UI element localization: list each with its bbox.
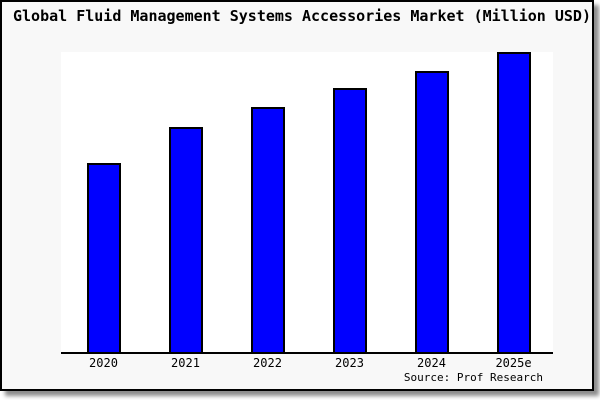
x-tick-label-2022: 2022 (253, 356, 282, 370)
bar-2022 (250, 107, 285, 352)
source-note: Source: Prof Research (403, 371, 543, 384)
x-tick-label-2024: 2024 (417, 356, 446, 370)
bar-2025e (496, 52, 531, 352)
x-tick-label-2020: 2020 (89, 356, 118, 370)
x-tick-label-2021: 2021 (171, 356, 200, 370)
chart-title: Global Fluid Management Systems Accessor… (13, 7, 591, 25)
bar-2020 (86, 163, 121, 352)
x-tick-label-2023: 2023 (335, 356, 364, 370)
bar-2021 (168, 127, 203, 352)
x-tick-label-2025e: 2025e (495, 356, 532, 370)
plot-area: 2020 2021 2022 2023 2024 2025e (61, 52, 553, 370)
bar-2024 (414, 71, 449, 352)
chart-frame: Global Fluid Management Systems Accessor… (0, 0, 594, 391)
bar-2023 (332, 88, 367, 352)
